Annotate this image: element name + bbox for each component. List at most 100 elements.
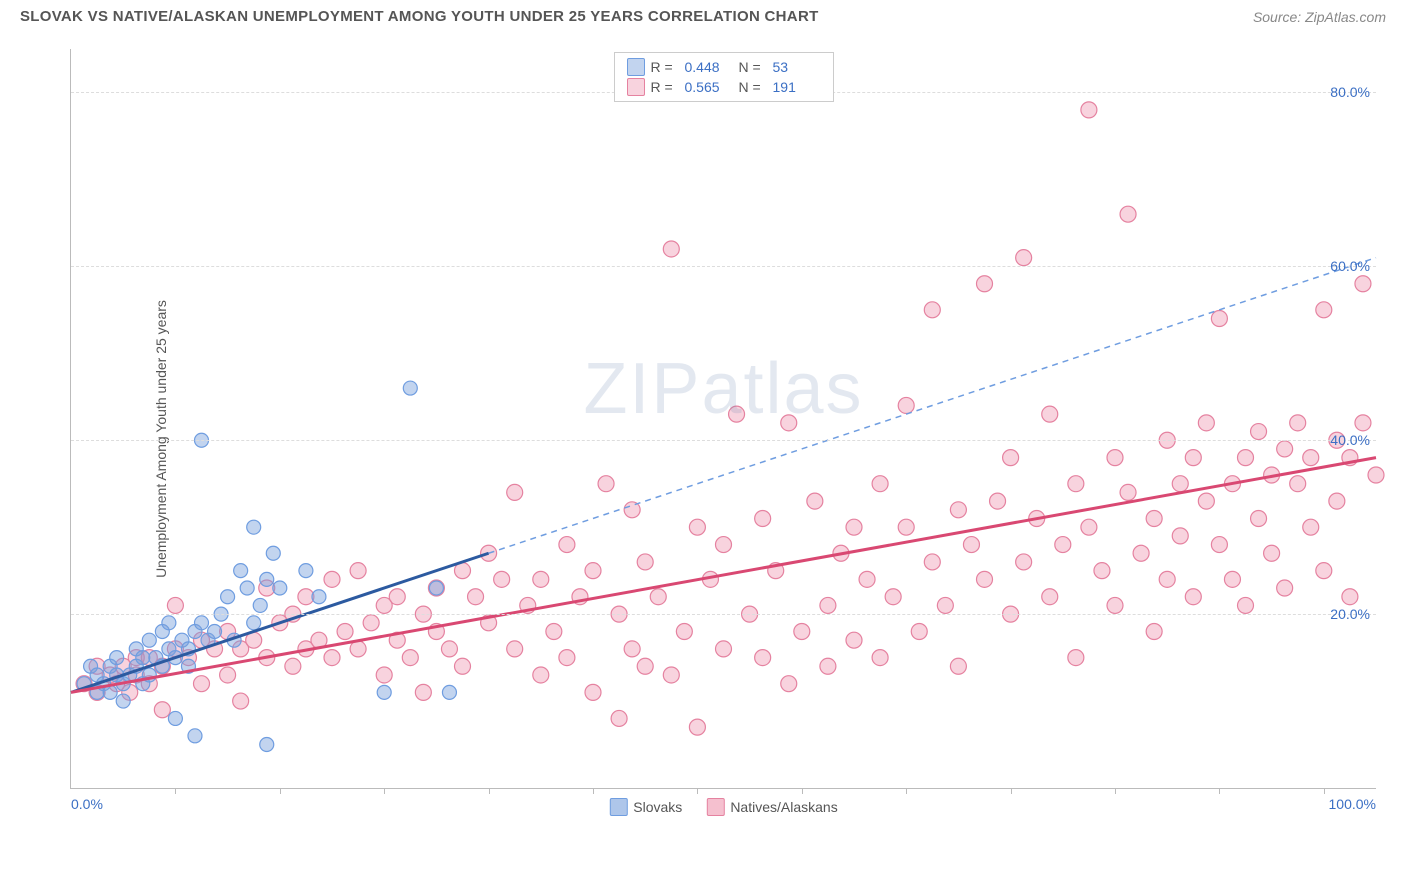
scatter-point — [859, 571, 875, 587]
scatter-point — [1120, 484, 1136, 500]
scatter-point — [820, 658, 836, 674]
x-minor-tick — [175, 788, 176, 794]
scatter-point — [253, 598, 267, 612]
scatter-point — [1185, 589, 1201, 605]
scatter-point — [755, 650, 771, 666]
scatter-point — [820, 597, 836, 613]
scatter-point — [1068, 476, 1084, 492]
scatter-point — [1146, 624, 1162, 640]
scatter-point — [260, 572, 274, 586]
scatter-point — [167, 597, 183, 613]
scatter-point — [990, 493, 1006, 509]
chart-title: SLOVAK VS NATIVE/ALASKAN UNEMPLOYMENT AM… — [20, 8, 819, 25]
scatter-point — [1146, 510, 1162, 526]
gridline-h — [71, 440, 1376, 441]
x-minor-tick — [280, 788, 281, 794]
scatter-point — [260, 738, 274, 752]
scatter-point — [324, 650, 340, 666]
chart-container: Unemployment Among Youth under 25 years … — [20, 29, 1386, 849]
scatter-point — [846, 632, 862, 648]
scatter-point — [598, 476, 614, 492]
scatter-point — [247, 520, 261, 534]
scatter-point — [350, 563, 366, 579]
scatter-point — [363, 615, 379, 631]
x-minor-tick — [1011, 788, 1012, 794]
scatter-point — [1342, 589, 1358, 605]
scatter-point — [650, 589, 666, 605]
x-minor-tick — [697, 788, 698, 794]
scatter-point — [807, 493, 823, 509]
scatter-point — [142, 633, 156, 647]
scatter-point — [415, 684, 431, 700]
legend-n-label: N = — [739, 59, 767, 75]
scatter-point — [898, 397, 914, 413]
scatter-point — [533, 571, 549, 587]
x-minor-tick — [906, 788, 907, 794]
x-minor-tick — [593, 788, 594, 794]
scatter-point — [1133, 545, 1149, 561]
scatter-point — [1290, 415, 1306, 431]
scatter-point — [1211, 311, 1227, 327]
scatter-point — [233, 693, 249, 709]
scatter-point — [442, 685, 456, 699]
scatter-point — [559, 537, 575, 553]
scatter-point — [716, 641, 732, 657]
scatter-point — [872, 476, 888, 492]
x-minor-tick — [1115, 788, 1116, 794]
scatter-point — [533, 667, 549, 683]
scatter-point — [1329, 493, 1345, 509]
scatter-point — [676, 624, 692, 640]
scatter-point — [663, 241, 679, 257]
scatter-point — [285, 658, 301, 674]
scatter-point — [1198, 415, 1214, 431]
x-minor-tick — [1219, 788, 1220, 794]
scatter-point — [116, 694, 130, 708]
scatter-point — [546, 624, 562, 640]
scatter-point — [1264, 545, 1280, 561]
scatter-point — [494, 571, 510, 587]
scatter-point — [689, 519, 705, 535]
scatter-point — [637, 554, 653, 570]
scatter-point — [337, 624, 353, 640]
scatter-point — [624, 641, 640, 657]
legend-swatch — [609, 798, 627, 816]
scatter-point — [872, 650, 888, 666]
scatter-point — [220, 667, 236, 683]
scatter-point — [234, 564, 248, 578]
scatter-point — [1290, 476, 1306, 492]
scatter-point — [1107, 450, 1123, 466]
scatter-point — [1016, 250, 1032, 266]
gridline-h — [71, 266, 1376, 267]
scatter-point — [898, 519, 914, 535]
scatter-point — [324, 571, 340, 587]
scatter-point — [1042, 589, 1058, 605]
scatter-point — [1368, 467, 1384, 483]
legend-item: Natives/Alaskans — [706, 798, 837, 816]
legend-row: R =0.565N =191 — [627, 77, 821, 97]
scatter-point — [266, 546, 280, 560]
legend-item: Slovaks — [609, 798, 682, 816]
scatter-point — [507, 641, 523, 657]
scatter-point — [729, 406, 745, 422]
scatter-point — [1277, 580, 1293, 596]
scatter-point — [559, 650, 575, 666]
scatter-point — [663, 667, 679, 683]
scatter-point — [429, 581, 443, 595]
scatter-point — [911, 624, 927, 640]
scatter-point — [1003, 450, 1019, 466]
scatter-point — [1355, 415, 1371, 431]
scatter-point — [1224, 571, 1240, 587]
scatter-point — [221, 590, 235, 604]
scatter-point — [1316, 563, 1332, 579]
scatter-point — [781, 415, 797, 431]
scatter-point — [1081, 102, 1097, 118]
scatter-point — [162, 616, 176, 630]
scatter-point — [240, 581, 254, 595]
scatter-point — [1185, 450, 1201, 466]
scatter-point — [154, 702, 170, 718]
legend-n-value: 53 — [773, 59, 821, 75]
scatter-point — [977, 571, 993, 587]
scatter-point — [1238, 597, 1254, 613]
scatter-point — [1042, 406, 1058, 422]
scatter-point — [1211, 537, 1227, 553]
